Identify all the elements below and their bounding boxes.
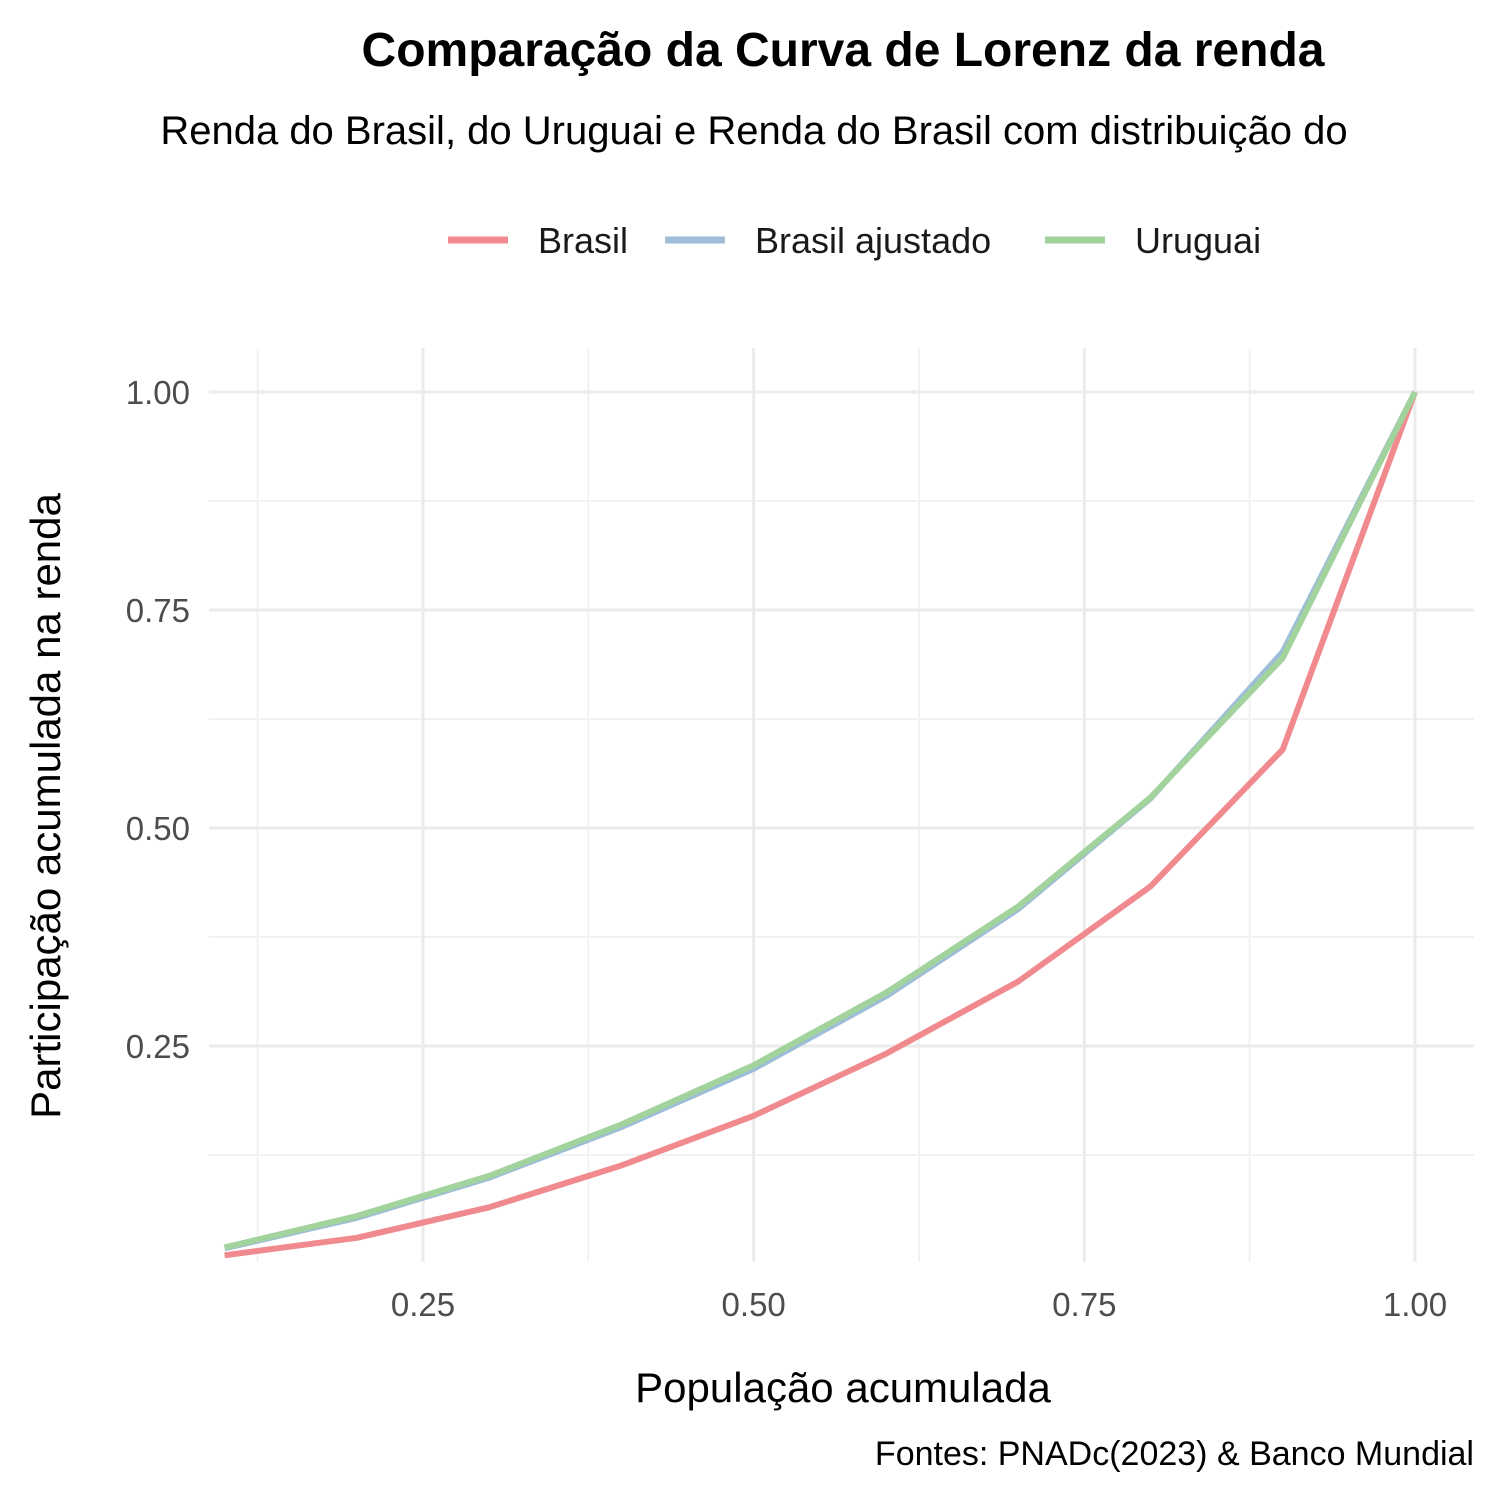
series-line-brasil: [224, 390, 1418, 1259]
y-tick-label: 0.25: [126, 1028, 190, 1065]
x-axis-title: População acumulada: [635, 1364, 1051, 1411]
chart-subtitle: Renda do Brasil, do Uruguai e Renda do B…: [160, 109, 1347, 153]
chart-title: Comparação da Curva de Lorenz da renda: [362, 24, 1325, 77]
legend-label: Brasil: [538, 220, 628, 261]
grid-lines: [209, 348, 1474, 1262]
x-tick-label: 1.00: [1383, 1286, 1447, 1323]
chart-legend: Brasil Brasil ajustado Uruguai: [448, 220, 1261, 261]
series-lines: [223, 390, 1418, 1259]
series-line-uruguai: [223, 390, 1418, 1251]
y-axis-title: Participação acumulada na renda: [22, 492, 69, 1118]
x-tick-label: 0.75: [1052, 1286, 1116, 1323]
x-tick-label: 0.50: [722, 1286, 786, 1323]
x-tick-label: 0.25: [391, 1286, 455, 1323]
y-axis-tick-labels: 0.25 0.50 0.75 1.00: [126, 374, 190, 1065]
y-tick-label: 0.75: [126, 592, 190, 629]
legend-label: Brasil ajustado: [755, 220, 991, 261]
chart-caption: Fontes: PNADc(2023) & Banco Mundial: [875, 1435, 1474, 1473]
series-line-brasil-ajustado: [223, 390, 1418, 1252]
x-axis-tick-labels: 0.25 0.50 0.75 1.00: [391, 1286, 1447, 1323]
plot-area: [209, 348, 1474, 1262]
y-tick-label: 0.50: [126, 810, 190, 847]
y-tick-label: 1.00: [126, 374, 190, 411]
legend-item: Uruguai: [1045, 220, 1261, 261]
legend-label: Uruguai: [1135, 220, 1261, 261]
legend-item: Brasil: [448, 220, 628, 261]
legend-item: Brasil ajustado: [665, 220, 991, 261]
